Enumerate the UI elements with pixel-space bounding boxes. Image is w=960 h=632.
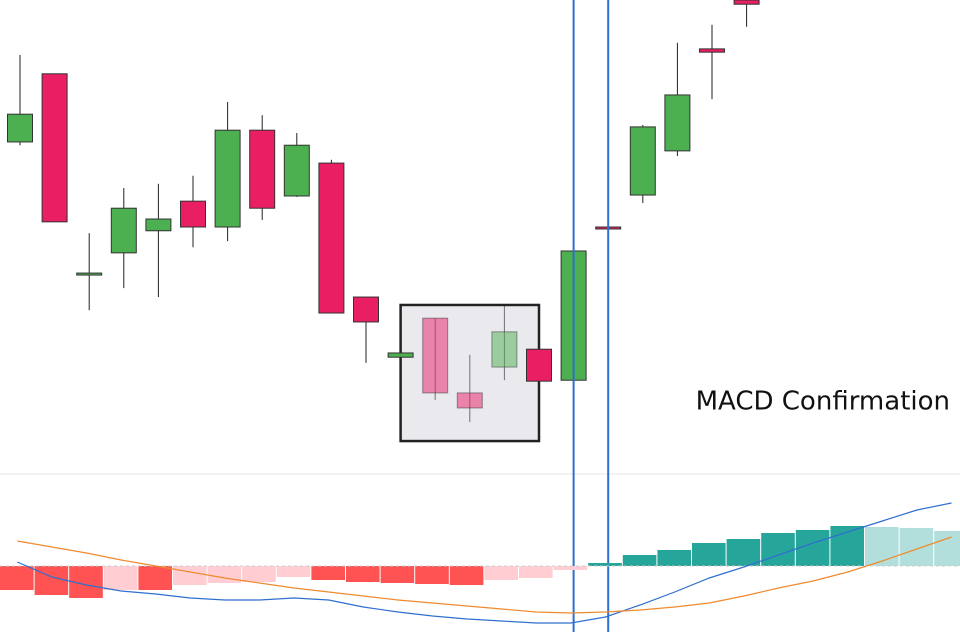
histogram-bar (519, 566, 553, 578)
candle-body (7, 113, 33, 143)
candle-body (318, 162, 345, 314)
histogram-bar (34, 566, 69, 595)
candle-body (110, 207, 137, 254)
histogram-bar (276, 566, 311, 577)
histogram-bar (899, 528, 934, 566)
candle-body (41, 73, 68, 223)
histogram-bar (588, 563, 622, 566)
candle-body (629, 126, 656, 196)
histogram-bar (934, 531, 960, 566)
candle-body (180, 200, 206, 228)
candle-body (353, 296, 379, 323)
macd-line (17, 502, 952, 624)
histogram-bar (622, 555, 657, 566)
histogram-bar (242, 566, 276, 582)
candle-body (422, 317, 449, 394)
histogram-bar (657, 550, 691, 566)
histogram-bar (484, 566, 518, 580)
histogram-bar (173, 566, 207, 585)
candle-body (214, 129, 241, 228)
histogram-bar (726, 539, 761, 566)
macd-line (17, 536, 952, 614)
histogram-bar (553, 566, 588, 570)
histogram-bar (415, 566, 449, 584)
histogram-bar (138, 566, 172, 590)
histogram-bar (449, 566, 484, 585)
candle-body (76, 272, 103, 276)
candle-body (456, 392, 483, 409)
histogram-bar (380, 566, 415, 583)
annotation: MACD Confirmation (696, 387, 950, 417)
histogram-bar (761, 533, 795, 566)
candle-body (526, 348, 552, 382)
candle-body (249, 129, 276, 209)
candle-body (664, 94, 691, 152)
histogram-bar (207, 566, 242, 583)
candle-body (387, 352, 414, 358)
candle-body (145, 218, 172, 232)
candle-body (491, 331, 518, 368)
histogram-bar (692, 543, 726, 566)
candle-body (699, 48, 725, 53)
candle-body (283, 144, 310, 197)
histogram-bar (103, 566, 138, 590)
histogram-bar (0, 566, 34, 590)
histogram-bar (795, 530, 830, 566)
candles (7, 0, 760, 443)
histogram-bar (311, 566, 345, 580)
histogram-bar (865, 527, 899, 566)
macd-pane (0, 502, 960, 624)
candle-body (733, 0, 760, 5)
histogram-bar (346, 566, 380, 582)
